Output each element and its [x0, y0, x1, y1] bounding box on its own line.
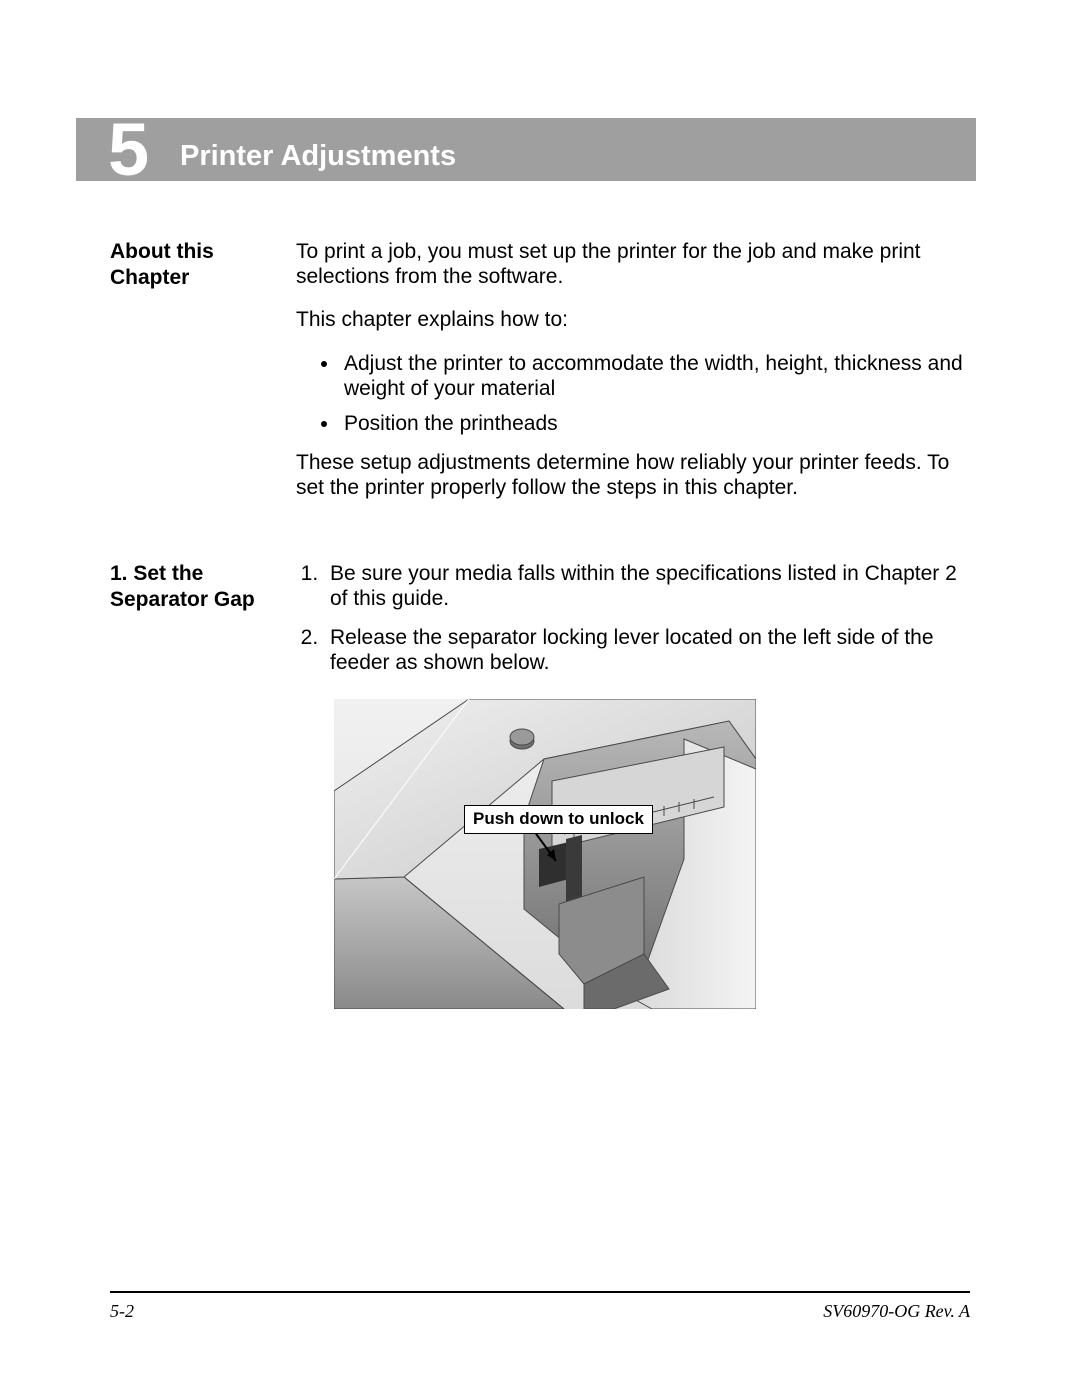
- footer-doc-id: SV60970-OG Rev. A: [823, 1301, 970, 1322]
- about-bullet: Adjust the printer to accommodate the wi…: [340, 351, 970, 401]
- page-footer: 5-2 SV60970-OG Rev. A: [110, 1291, 970, 1322]
- about-bullet: Position the printheads: [340, 411, 970, 436]
- separator-figure: Push down to unlock: [334, 699, 756, 1009]
- footer-page-number: 5-2: [110, 1301, 134, 1322]
- section-about: About this Chapter To print a job, you m…: [110, 239, 970, 519]
- chapter-number: 5: [108, 113, 149, 187]
- section-separator-gap: 1. Set the Separator Gap Be sure your me…: [110, 561, 970, 1010]
- about-lead: This chapter explains how to:: [296, 307, 970, 332]
- about-closing: These setup adjustments determine how re…: [296, 450, 970, 500]
- separator-step: Release the separator locking lever loca…: [324, 625, 970, 675]
- separator-step: Be sure your media falls within the spec…: [324, 561, 970, 611]
- side-label-separator: 1. Set the Separator Gap: [110, 561, 296, 614]
- printer-illustration: [334, 699, 756, 1009]
- side-label-about: About this Chapter: [110, 239, 296, 292]
- chapter-title: Printer Adjustments: [180, 140, 456, 173]
- chapter-banner: 5 Printer Adjustments: [76, 118, 976, 181]
- figure-callout: Push down to unlock: [464, 805, 653, 833]
- about-intro: To print a job, you must set up the prin…: [296, 239, 970, 289]
